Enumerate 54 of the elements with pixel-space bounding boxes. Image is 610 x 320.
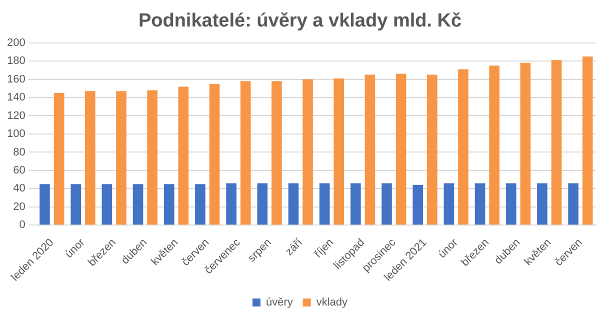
bar	[382, 183, 392, 225]
chart-title: Podnikatelé: úvěry a vklady mld. Kč	[138, 10, 462, 32]
bar	[240, 81, 251, 225]
legend-label: úvěry	[266, 296, 294, 309]
y-tick-label: 60	[13, 164, 26, 176]
bar	[84, 91, 96, 225]
y-tick-label: 140	[6, 92, 26, 104]
bar	[350, 183, 361, 225]
bar	[147, 90, 158, 225]
y-tick-label: 40	[13, 182, 26, 195]
bar	[40, 184, 50, 225]
x-tick-label: říjen	[312, 236, 336, 260]
bar	[70, 184, 81, 225]
bar	[209, 84, 220, 225]
bar	[551, 60, 562, 225]
bar	[334, 78, 344, 225]
bar	[116, 91, 126, 225]
bar	[444, 183, 454, 225]
y-tick-label: 100	[6, 128, 26, 140]
bar	[226, 183, 236, 225]
bar	[288, 183, 299, 225]
y-tick-label: 80	[13, 146, 26, 158]
y-tick-label: 120	[6, 110, 26, 122]
x-tick-label: září	[283, 236, 306, 258]
bar	[568, 183, 578, 225]
bar	[537, 183, 548, 225]
bar	[132, 184, 144, 225]
legend-label: vklady	[316, 296, 348, 309]
x-tick-label: únor	[63, 236, 88, 261]
x-tick-label: únor	[436, 236, 461, 261]
y-tick-label: 180	[6, 55, 26, 68]
bar	[427, 74, 438, 225]
bar	[506, 183, 516, 225]
bar	[489, 66, 500, 225]
y-tick-label: 200	[6, 36, 26, 49]
bar	[257, 183, 268, 225]
bar	[102, 184, 112, 225]
bar	[195, 184, 206, 225]
bar	[272, 81, 282, 225]
bar	[474, 183, 486, 225]
y-tick-label: 20	[13, 200, 26, 213]
bar	[520, 62, 531, 225]
bar	[582, 56, 593, 225]
bar	[302, 79, 313, 225]
bar	[364, 74, 376, 225]
y-tick-label: 0	[19, 219, 26, 232]
bar	[396, 74, 406, 225]
bar	[458, 69, 468, 225]
bar	[54, 92, 64, 225]
bar	[319, 183, 330, 225]
bar	[164, 184, 174, 225]
y-tick-label: 160	[6, 73, 26, 86]
bar	[178, 86, 189, 225]
bar	[412, 185, 423, 225]
